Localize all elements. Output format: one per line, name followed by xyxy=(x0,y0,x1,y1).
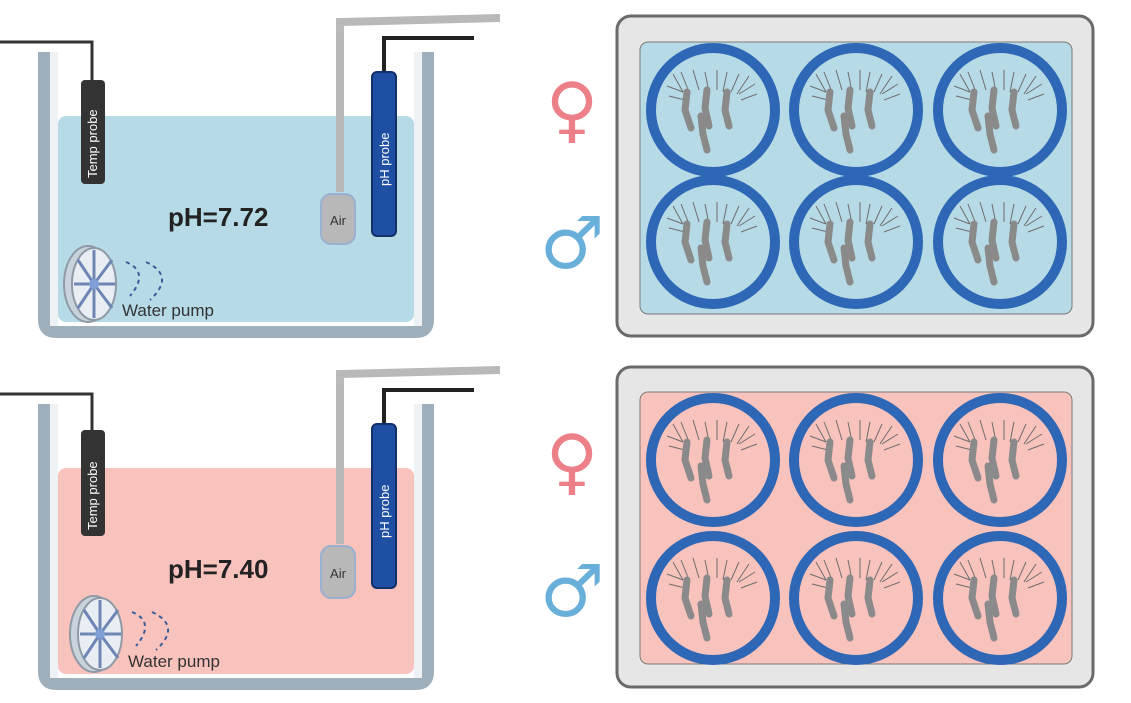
female-symbol-icon: ♀ xyxy=(546,67,599,151)
water-pump-top xyxy=(62,244,118,324)
ph-value-top: pH=7.72 xyxy=(168,202,268,232)
temp-probe-label: Temp probe xyxy=(85,461,100,530)
air-label: Air xyxy=(330,566,347,581)
ph-probe-label: pH probe xyxy=(377,133,392,186)
water-pump-bottom xyxy=(68,594,124,674)
air-stone-bottom xyxy=(320,545,356,599)
temp-probe-label: Temp probe xyxy=(85,109,100,178)
air-stone-top xyxy=(320,193,356,245)
tank-top-wall xyxy=(38,52,434,338)
well xyxy=(789,175,923,309)
temp-probe-top xyxy=(81,80,105,184)
well xyxy=(933,531,1067,665)
ph-probe-label: pH probe xyxy=(377,485,392,538)
well xyxy=(646,43,780,177)
ph-value-bottom: pH=7.40 xyxy=(168,554,268,584)
tank-top-water xyxy=(58,116,414,322)
water-pump-label-bottom: Water pump xyxy=(128,652,220,671)
tank-bottom: Temp probe Air pH probe pH=7.40 Water pu… xyxy=(0,366,501,690)
well xyxy=(933,175,1067,309)
male-symbol-icon: ♂ xyxy=(540,201,605,285)
well-plate-top xyxy=(615,14,1095,338)
well xyxy=(646,175,780,309)
tank-bottom-water xyxy=(58,468,414,674)
well xyxy=(933,393,1067,527)
air-label: Air xyxy=(330,213,347,228)
well xyxy=(646,393,780,527)
well xyxy=(789,531,923,665)
water-pump-label-top: Water pump xyxy=(122,301,214,320)
ph-probe-top xyxy=(371,71,397,237)
well xyxy=(646,531,780,665)
temp-probe-bottom xyxy=(81,430,105,536)
female-symbol-icon: ♀ xyxy=(546,419,599,503)
well xyxy=(933,43,1067,177)
well xyxy=(789,393,923,527)
well-plate-bottom xyxy=(615,365,1095,689)
well xyxy=(789,43,923,177)
tank-top: Temp probe Air pH probe pH=7.72 Water pu… xyxy=(0,14,501,338)
ph-probe-bottom xyxy=(371,423,397,589)
tank-bottom-wall xyxy=(38,404,434,690)
male-symbol-icon: ♂ xyxy=(540,549,605,633)
